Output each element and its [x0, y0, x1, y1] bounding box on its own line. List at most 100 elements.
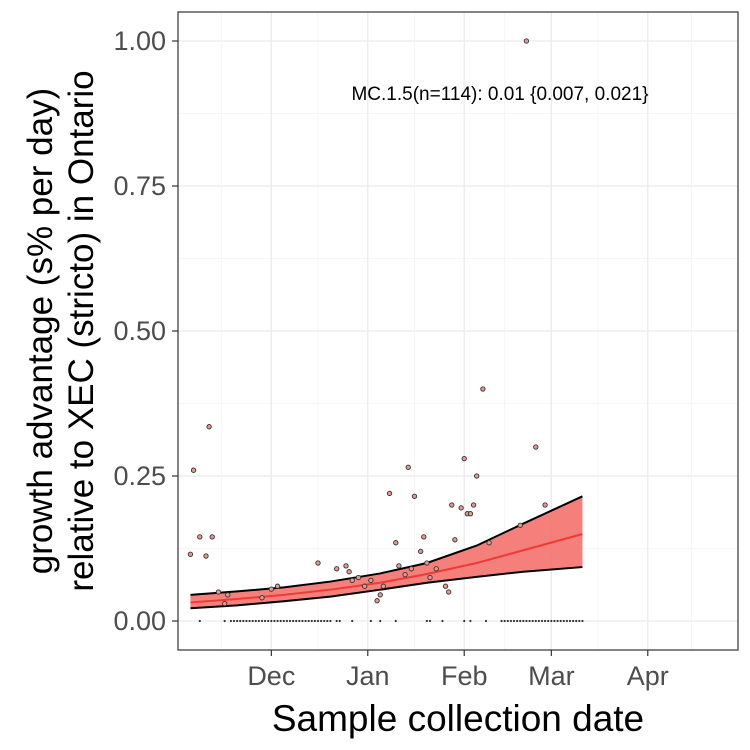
- data-point-zero: [282, 619, 285, 623]
- y-tick-label: 0.25: [113, 461, 166, 491]
- x-axis: Dec Jan Feb Mar Apr: [247, 650, 669, 691]
- data-point: [203, 553, 209, 559]
- data-point-zero: [540, 619, 544, 623]
- data-point-zero: [512, 619, 516, 623]
- data-point-zero: [298, 619, 301, 623]
- data-point-zero: [251, 619, 254, 623]
- data-point-zero: [260, 619, 264, 623]
- data-point-zero: [369, 619, 372, 623]
- data-point-zero: [223, 619, 226, 623]
- data-point: [197, 534, 203, 540]
- data-point: [346, 569, 352, 575]
- data-point: [315, 560, 321, 566]
- data-point-zero: [295, 619, 298, 623]
- data-point-zero: [550, 619, 553, 623]
- confidence-ribbon: [190, 496, 583, 609]
- data-point-zero: [528, 619, 531, 623]
- data-point-zero: [516, 619, 519, 623]
- data-point: [461, 455, 467, 462]
- data-point-zero: [323, 619, 326, 623]
- data-point-zero: [559, 619, 562, 623]
- data-point-zero: [534, 619, 537, 623]
- data-point: [380, 583, 386, 589]
- data-point: [209, 534, 215, 540]
- data-point-zero: [556, 619, 559, 623]
- data-point: [523, 38, 530, 44]
- data-point-zero: [276, 619, 279, 623]
- data-point-zero: [506, 619, 509, 623]
- data-point-zero: [273, 619, 276, 623]
- data-point: [442, 583, 449, 589]
- ribbon-lower-bound: [190, 566, 583, 610]
- data-point-zero: [525, 619, 528, 623]
- data-point: [446, 589, 452, 595]
- data-point-zero: [270, 619, 273, 623]
- y-tick-label: 1.00: [113, 26, 166, 56]
- data-point-zero: [531, 619, 534, 623]
- data-point-zero: [320, 619, 323, 623]
- x-tick-label: Jan: [346, 661, 390, 691]
- x-tick-label: Feb: [441, 661, 488, 691]
- data-point-zero: [553, 619, 556, 623]
- data-point: [349, 577, 355, 584]
- data-point: [402, 571, 408, 578]
- data-point: [480, 386, 486, 392]
- data-point: [396, 563, 402, 569]
- data-point: [424, 560, 430, 566]
- data-point: [268, 586, 274, 592]
- data-point-zero: [547, 619, 550, 623]
- data-point: [206, 424, 212, 430]
- data-point-zero: [329, 619, 332, 623]
- data-point: [259, 595, 265, 601]
- data-point: [433, 566, 439, 572]
- data-point-zero: [198, 619, 201, 623]
- data-point-zero: [578, 619, 581, 623]
- data-point-zero: [326, 619, 329, 623]
- y-tick-label: 0.00: [113, 606, 166, 636]
- data-point: [377, 592, 383, 598]
- data-point: [408, 566, 414, 572]
- data-point-zero: [245, 619, 248, 623]
- data-point: [452, 537, 458, 543]
- data-point-zero: [232, 619, 236, 623]
- data-point-zero: [239, 619, 242, 623]
- data-point: [187, 551, 194, 557]
- data-point-zero: [301, 619, 304, 623]
- data-point-zero: [441, 619, 444, 623]
- data-point-zero: [503, 619, 506, 623]
- data-point: [542, 502, 548, 508]
- data-point-zero: [264, 619, 267, 623]
- data-point-zero: [425, 619, 428, 623]
- data-point-zero: [313, 619, 316, 623]
- data-point-zero: [351, 619, 354, 623]
- data-point-zero: [304, 619, 307, 623]
- data-point: [393, 540, 399, 546]
- data-point: [517, 522, 523, 528]
- data-point-zero: [310, 619, 313, 623]
- y-axis-title-line-1: growth advantage (s% per day): [21, 88, 60, 574]
- data-point-zero: [537, 619, 540, 623]
- x-tick-label: Dec: [247, 661, 295, 691]
- data-point: [215, 589, 222, 595]
- fit-line: [190, 533, 583, 604]
- data-point-zero: [242, 619, 245, 623]
- data-point-zero: [279, 619, 282, 623]
- data-point-zero: [565, 619, 568, 623]
- data-point: [418, 548, 424, 555]
- data-point-zero: [379, 619, 382, 623]
- data-point: [334, 566, 340, 572]
- data-point-zero: [257, 619, 260, 623]
- data-point-zero: [544, 619, 547, 623]
- y-axis-title-line-2: relative to XEC (stricto) in Ontario: [62, 70, 101, 591]
- data-point-zero: [469, 619, 472, 623]
- data-point-zero: [248, 619, 251, 623]
- data-point: [190, 467, 197, 473]
- data-point: [486, 540, 492, 546]
- data-point: [225, 592, 231, 598]
- y-tick-label: 0.75: [113, 171, 166, 201]
- grid: [178, 12, 738, 650]
- x-tick-label: Apr: [627, 661, 669, 691]
- data-point: [421, 534, 427, 540]
- data-point-zero: [581, 619, 584, 623]
